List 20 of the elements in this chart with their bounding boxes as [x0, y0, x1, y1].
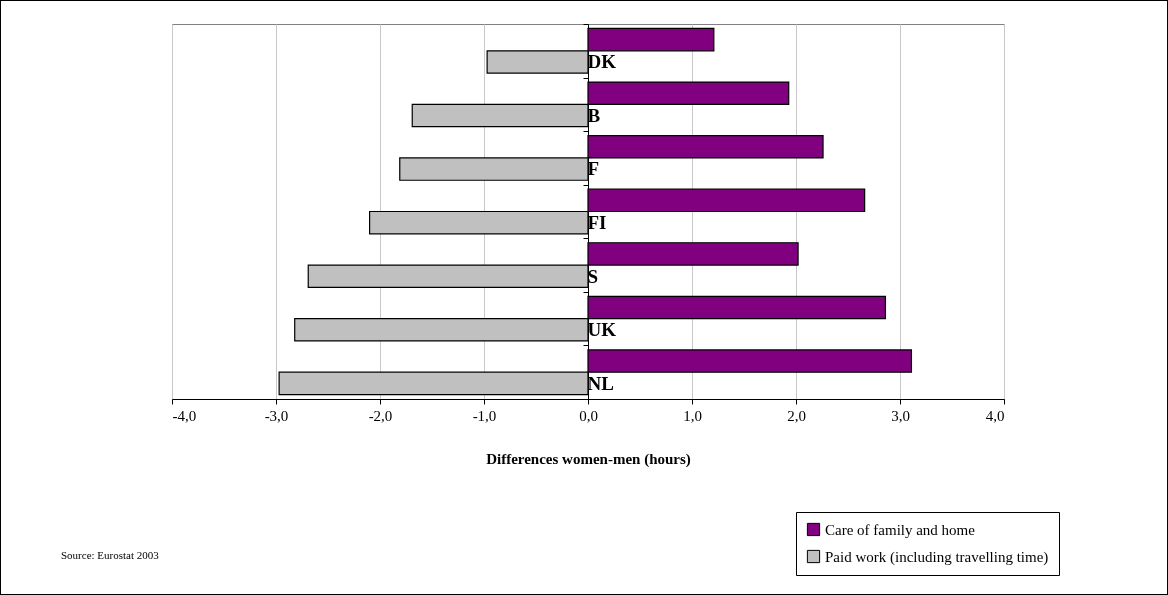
- source-note: Source: Eurostat 2003: [61, 549, 159, 561]
- y-tick-label: DK: [587, 51, 617, 73]
- x-tick-label: 0,0: [579, 407, 598, 424]
- y-tick-label: NL: [587, 372, 614, 394]
- x-tick-label: -4,0: [172, 407, 197, 424]
- x-tick-label: 3,0: [891, 407, 910, 424]
- x-tick-label: -2,0: [368, 407, 393, 424]
- y-tick-label: F: [587, 158, 600, 180]
- legend-label: Paid work (including travelling time): [825, 548, 1049, 566]
- x-tick-label: 4,0: [985, 407, 1005, 424]
- x-tick-label: -3,0: [264, 407, 289, 424]
- legend-label: Care of family and home: [825, 521, 976, 538]
- y-tick-label: S: [587, 265, 599, 287]
- y-tick-label: B: [587, 104, 601, 126]
- x-tick-label: 1,0: [683, 407, 702, 424]
- x-tick-label: 2,0: [787, 407, 806, 424]
- y-tick-label: FI: [587, 212, 607, 233]
- x-axis-title: Differences women-men (hours): [486, 450, 691, 468]
- y-tick-label: UK: [587, 319, 617, 341]
- x-tick-label: -1,0: [472, 407, 497, 424]
